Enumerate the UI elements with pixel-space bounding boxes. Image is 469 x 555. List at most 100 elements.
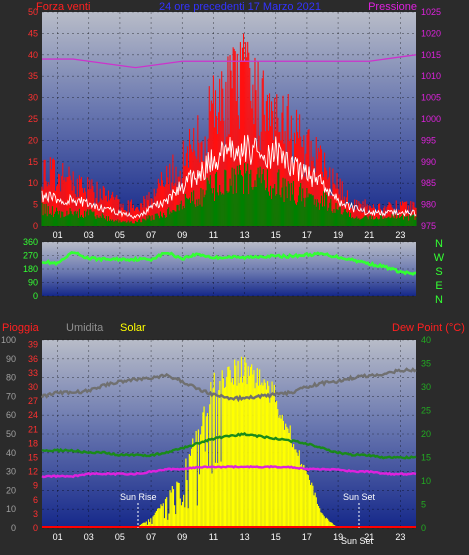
x-tick-label: 13 [240,532,250,542]
compass-letter: W [434,252,445,264]
rain-y-tick-label: 0 [33,523,38,533]
pressure-y-tick-label: 1010 [421,71,441,81]
temperature-y-tick-label: 0 [421,523,426,533]
rain-y-tick-label: 6 [33,495,38,505]
humidity-y-tick-label: 60 [6,410,16,420]
x-tick-label: 19 [333,532,343,542]
temperature-y-tick-label: 35 [421,359,431,369]
temperature-y-tick-label: 10 [421,476,431,486]
temperature-y-tick-label: 25 [421,406,431,416]
direction-grid [42,241,416,297]
rain-y-tick-label: 39 [28,340,38,350]
x-tick-label: 03 [84,532,94,542]
x-tick-label: 17 [302,230,312,240]
sun-set-axis-label: Sun Set [341,536,374,546]
x-tick-label: 05 [115,230,125,240]
x-tick-label: 03 [84,230,94,240]
direction-y-ticks: 0 90 180 270 360 [23,237,38,301]
wind-y-ticks: 0 5 10 15 20 25 30 35 40 45 50 [28,7,38,231]
rain-y-tick-label: 27 [28,396,38,406]
compass-letter: E [435,280,442,292]
pressure-y-tick-label: 1025 [421,7,441,17]
x-tick-label: 21 [364,230,374,240]
wind-x-ticks: 01 03 05 07 09 11 13 15 17 19 21 23 [53,230,406,240]
wind-series [41,33,417,226]
temperature-line [41,432,417,460]
x-tick-label: 21 [364,532,374,542]
wind-y-tick-label: 5 [33,200,38,210]
x-tick-label: 05 [115,532,125,542]
rain-y-tick-label: 3 [33,509,38,519]
direction-y-tick-label: 180 [23,264,38,274]
sun-set-label: Sun Set [343,492,376,502]
direction-y-tick-label: 270 [23,251,38,261]
wind-y-tick-label: 20 [28,135,38,145]
x-tick-label: 11 [209,230,218,240]
pressure-y-tick-label: 990 [421,157,436,167]
x-tick-label: 23 [395,230,405,240]
compass-letter: N [435,294,443,306]
dewpoint-axis-title: Dew Point (°C) [392,322,465,334]
x-tick-label: 07 [146,230,156,240]
pressure-y-tick-label: 1020 [421,28,441,38]
x-tick-label: 15 [271,532,281,542]
humidity-y-tick-label: 70 [6,391,16,401]
temperature-y-tick-label: 30 [421,382,431,392]
x-tick-label: 13 [240,230,250,240]
pressure-y-tick-label: 995 [421,135,436,145]
temperature-y-tick-label: 5 [421,500,426,510]
rain-y-tick-label: 24 [28,410,38,420]
humidity-y-tick-label: 30 [6,467,16,477]
x-tick-label: 23 [395,532,405,542]
rain-y-tick-label: 18 [28,438,38,448]
rain-y-tick-label: 9 [33,481,38,491]
temperature-series [40,356,417,528]
direction-series [41,251,417,276]
pressure-y-tick-label: 1000 [421,114,441,124]
x-tick-label: 09 [177,230,187,240]
compass-letter: S [435,266,442,278]
rain-y-tick-label: 21 [28,424,38,434]
wind-y-tick-label: 0 [33,221,38,231]
humidity-y-tick-label: 40 [6,448,16,458]
x-tick-label: 19 [333,230,343,240]
wind-y-tick-label: 15 [28,157,38,167]
wind-y-tick-label: 35 [28,71,38,81]
dewpoint-line [41,464,417,479]
wind-y-tick-label: 10 [28,178,38,188]
x-tick-label: 11 [209,532,218,542]
wind-y-tick-label: 25 [28,114,38,124]
wind-y-tick-label: 50 [28,7,38,17]
direction-y-tick-label: 90 [28,278,38,288]
direction-y-tick-label: 0 [33,291,38,301]
wind-axis-title: Forza venti [36,1,90,13]
temperature-y-tick-label: 15 [421,453,431,463]
pressure-y-tick-label: 1015 [421,50,441,60]
x-tick-label: 07 [146,532,156,542]
rain-y-tick-label: 12 [28,467,38,477]
pressure-y-ticks: 975 980 985 990 995 1000 1005 1010 1015 1020 1025 [421,7,441,231]
rain-y-tick-label: 36 [28,354,38,364]
sun-rise-label: Sun Rise [120,492,157,502]
humidity-y-tick-label: 0 [11,523,16,533]
wind-y-tick-label: 30 [28,93,38,103]
chart-header-date: 24 ore precedenti 17 Marzo 2021 [159,1,321,13]
rain-y-tick-label: 30 [28,382,38,392]
humidity-y-tick-label: 50 [6,429,16,439]
humidity-y-tick-label: 100 [1,335,16,345]
rain-y-tick-label: 15 [28,453,38,463]
gust-average-line [41,134,417,220]
x-tick-label: 09 [177,532,187,542]
compass-letter: N [435,238,443,250]
humidity-y-tick-label: 20 [6,485,16,495]
temperature-y-tick-label: 40 [421,335,431,345]
x-tick-label: 01 [53,532,63,542]
solar-axis-title: Solar [120,322,146,334]
pressure-y-tick-label: 1005 [421,93,441,103]
wind-y-tick-label: 40 [28,50,38,60]
humidity-y-tick-label: 80 [6,373,16,383]
direction-y-tick-label: 360 [23,237,38,247]
